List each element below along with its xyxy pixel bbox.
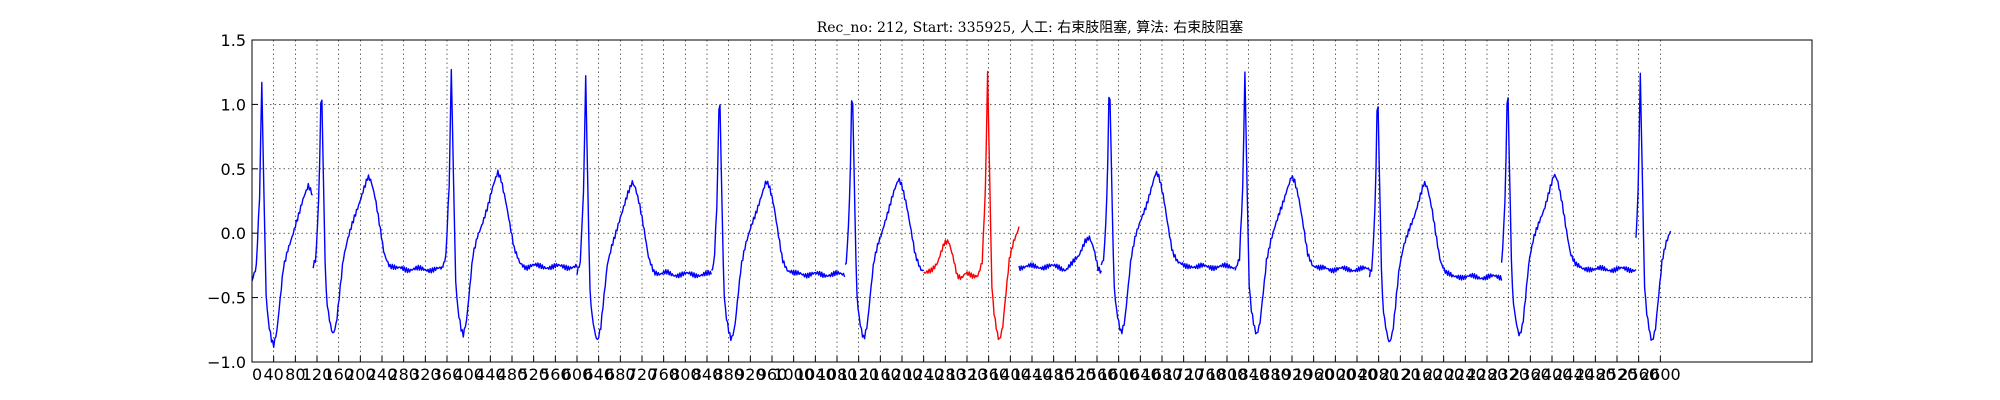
signal-segment <box>312 99 443 334</box>
signal-segment <box>1100 96 1236 335</box>
x-tick-label: 2400 <box>1532 365 1573 384</box>
x-tick-label: 80 <box>285 365 305 384</box>
x-tick-label: 280 <box>388 365 419 384</box>
y-tick-label: 0.0 <box>221 224 246 243</box>
x-tick-label: 1040 <box>795 365 836 384</box>
x-tick-label: 1840 <box>1228 365 1269 384</box>
x-tick-label: 1480 <box>1033 365 1074 384</box>
x-tick-label: 2600 <box>1640 365 1681 384</box>
x-tick-label: 0 <box>252 365 262 384</box>
x-tick-label: 2120 <box>1380 365 1421 384</box>
x-tick-label: 440 <box>475 365 506 384</box>
x-tick-label: 640 <box>583 365 614 384</box>
signal-segment <box>1018 235 1102 274</box>
x-tick-label: 2560 <box>1618 365 1659 384</box>
x-tick-label: 1680 <box>1142 365 1183 384</box>
x-tick-label: 1320 <box>947 365 988 384</box>
signal-segment <box>1635 72 1672 341</box>
x-tick-label: 800 <box>670 365 701 384</box>
signal-segment <box>576 75 712 340</box>
x-tick-label: 1080 <box>817 365 858 384</box>
x-tick-label: 120 <box>302 365 333 384</box>
x-tick-label: 360 <box>432 365 463 384</box>
x-tick-label: 1720 <box>1163 365 1204 384</box>
x-tick-label: 240 <box>367 365 398 384</box>
x-tick-label: 1920 <box>1272 365 1313 384</box>
grid <box>252 40 1812 362</box>
x-tick-label: 2240 <box>1445 365 1486 384</box>
signal-segment <box>1500 97 1637 337</box>
x-tick-label: 1760 <box>1185 365 1226 384</box>
x-tick-label: 400 <box>453 365 484 384</box>
x-tick-label: 2320 <box>1488 365 1529 384</box>
x-tick-label: 1800 <box>1207 365 1248 384</box>
x-tick-label: 2040 <box>1337 365 1378 384</box>
x-tick-label: 2000 <box>1315 365 1356 384</box>
x-tick-label: 2160 <box>1402 365 1443 384</box>
signal-segment <box>844 100 924 340</box>
x-tick-label: 1160 <box>860 365 901 384</box>
x-axis: 0 40 8012016020024028032036040044048052056… <box>251 356 1681 384</box>
x-tick-label: 2360 <box>1510 365 1551 384</box>
x-tick-label: 600 <box>562 365 593 384</box>
x-tick-label: 1120 <box>838 365 879 384</box>
x-tick-label: 880 <box>713 365 744 384</box>
signal-segment <box>251 81 313 348</box>
x-tick-label: 1400 <box>990 365 1031 384</box>
y-tick-label: 0.5 <box>221 160 246 179</box>
x-tick-label: 2200 <box>1423 365 1464 384</box>
signal-segment-highlighted <box>923 70 1020 341</box>
x-tick-label: 1640 <box>1120 365 1161 384</box>
plot-frame <box>251 39 1813 363</box>
x-tick-label: 1200 <box>882 365 923 384</box>
y-tick-label: −0.5 <box>207 289 246 308</box>
x-tick-label: 2080 <box>1358 365 1399 384</box>
x-tick-label: 1240 <box>903 365 944 384</box>
signal-segment <box>711 104 846 342</box>
signal-layer <box>251 68 1672 348</box>
x-tick-label: 1960 <box>1293 365 1334 384</box>
signal-segment <box>1368 106 1503 343</box>
x-tick-label: 1880 <box>1250 365 1291 384</box>
x-tick-label: 200 <box>345 365 376 384</box>
x-tick-label: 840 <box>692 365 723 384</box>
x-tick-label: 560 <box>540 365 571 384</box>
x-tick-label: 1600 <box>1098 365 1139 384</box>
x-tick-label: 960 <box>757 365 788 384</box>
x-tick-label: 40 <box>263 365 283 384</box>
x-tick-label: 2440 <box>1553 365 1594 384</box>
chart-title: Rec_no: 212, Start: 335925, 人工: 右束肢阻塞, 算… <box>817 19 1244 36</box>
x-tick-label: 1360 <box>968 365 1009 384</box>
x-tick-label: 2520 <box>1597 365 1638 384</box>
y-tick-label: −1.0 <box>207 353 246 372</box>
signal-segment <box>442 68 578 338</box>
x-tick-label: 160 <box>323 365 354 384</box>
y-tick-label: 1.0 <box>221 95 246 114</box>
x-tick-label: 1280 <box>925 365 966 384</box>
x-tick-label: 1440 <box>1012 365 1053 384</box>
x-tick-label: 480 <box>497 365 528 384</box>
signal-segment <box>1234 71 1371 335</box>
y-tick-label: 1.5 <box>221 31 246 50</box>
x-tick-label: 1520 <box>1055 365 1096 384</box>
x-tick-label: 1560 <box>1077 365 1118 384</box>
x-tick-label: 760 <box>648 365 679 384</box>
x-tick-label: 520 <box>518 365 549 384</box>
x-tick-label: 320 <box>410 365 441 384</box>
x-tick-label: 2280 <box>1467 365 1508 384</box>
y-axis: −1.0 −0.5 0.0 0.5 1.0 1.5 <box>207 31 258 372</box>
x-tick-label: 2480 <box>1575 365 1616 384</box>
x-tick-label: 920 <box>735 365 766 384</box>
x-tick-label: 720 <box>627 365 658 384</box>
x-tick-label: 680 <box>605 365 636 384</box>
x-tick-label: 1000 <box>773 365 814 384</box>
